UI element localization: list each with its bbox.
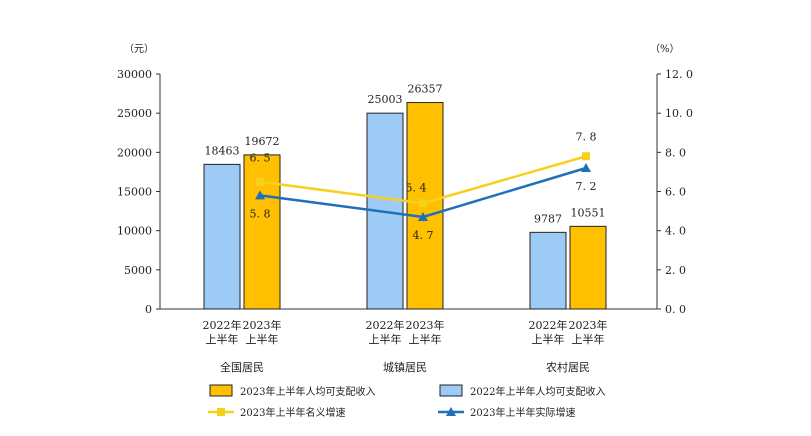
- line-point-1-0: [255, 190, 265, 200]
- nominal-label-2: 7. 8: [576, 130, 597, 143]
- cat-sub2-b-0: 上半年: [246, 332, 279, 346]
- cat-sub2-a-0: 上半年: [206, 332, 239, 346]
- cat-sub-b-0: 2023年: [243, 318, 282, 332]
- left-tick-label-0: 0: [145, 303, 152, 316]
- cat-sub-a-1: 2022年: [366, 318, 405, 332]
- real-label-0: 5. 8: [250, 207, 271, 220]
- bar-label-1-2: 10551: [571, 206, 606, 219]
- left-axis-unit: （元）: [124, 43, 154, 55]
- cat-sub-a-2: 2022年: [529, 318, 568, 332]
- left-tick-label-1: 5000: [124, 264, 152, 277]
- left-tick-label-5: 25000: [117, 107, 152, 120]
- nominal-label-1: 5. 4: [406, 181, 427, 194]
- legend-swatch-1: [439, 384, 463, 397]
- left-tick-label-6: 30000: [117, 68, 152, 81]
- cat-sub2-a-1: 上半年: [369, 332, 402, 346]
- line-point-1-1: [418, 211, 428, 221]
- right-tick-label-0: 0. 0: [665, 303, 686, 316]
- bars: [203, 102, 607, 310]
- bar-0-2: [529, 231, 567, 310]
- growth-lines: [255, 152, 591, 221]
- cat-name-2: 农村居民: [546, 360, 590, 374]
- left-tick-label-3: 15000: [117, 186, 152, 199]
- right-axis-unit: （%）: [650, 43, 680, 55]
- legend-marker-3: [446, 407, 456, 416]
- legend-marker-2: [217, 408, 225, 416]
- legend-swatch-0: [209, 384, 233, 397]
- right-tick-label-1: 2. 0: [665, 264, 686, 277]
- legend-label-1: 2022年上半年人均可支配收入: [470, 385, 605, 398]
- bar-label-1-0: 19672: [245, 135, 280, 148]
- cat-name-0: 全国居民: [220, 360, 264, 374]
- bar-1-2: [569, 225, 607, 310]
- left-tick-label-2: 10000: [117, 225, 152, 238]
- legend-label-2: 2023年上半年名义增速: [240, 406, 345, 419]
- bar-label-0-2: 9787: [534, 212, 562, 225]
- line-point-1-2: [581, 163, 591, 172]
- right-tick-label-6: 12. 0: [665, 68, 693, 81]
- nominal-label-0: 6. 5: [250, 152, 271, 165]
- cat-sub2-b-2: 上半年: [572, 332, 605, 346]
- real-label-1: 4. 7: [413, 229, 434, 242]
- left-tick-label-4: 20000: [117, 146, 152, 159]
- cat-sub-b-1: 2023年: [406, 318, 445, 332]
- legend: 2023年上半年人均可支配收入 2022年上半年人均可支配收入 2023年上半年名义…: [208, 384, 605, 419]
- cat-sub2-b-1: 上半年: [409, 332, 442, 346]
- bar-0-0: [203, 163, 241, 310]
- cat-sub2-a-2: 上半年: [532, 332, 565, 346]
- right-tick-label-2: 4. 0: [665, 225, 686, 238]
- bar-label-0-0: 18463: [205, 144, 240, 157]
- cat-name-1: 城镇居民: [383, 360, 427, 374]
- legend-label-0: 2023年上半年人均可支配收入: [240, 385, 375, 398]
- line-point-0-1: [419, 199, 427, 208]
- axes: 0 5000 10000 15000 20000 25000 30000 0. 0 2. 0 4.…: [117, 68, 693, 316]
- right-tick-label-4: 8. 0: [665, 146, 686, 159]
- data-labels: 18463 25003 9787 19672 26357 10551 6. 5 5. 4 7. …: [205, 83, 606, 242]
- real-label-2: 7. 2: [576, 180, 597, 193]
- line-point-0-2: [582, 152, 590, 161]
- bar-label-0-1: 25003: [368, 93, 403, 106]
- right-tick-label-5: 10. 0: [665, 107, 693, 120]
- cat-sub-b-2: 2023年: [569, 318, 608, 332]
- cat-sub-a-0: 2022年: [203, 318, 242, 332]
- right-tick-label-3: 6. 0: [665, 186, 686, 199]
- line-point-0-0: [256, 177, 264, 186]
- bar-label-1-1: 26357: [408, 83, 443, 96]
- legend-label-3: 2023年上半年实际增速: [470, 406, 575, 419]
